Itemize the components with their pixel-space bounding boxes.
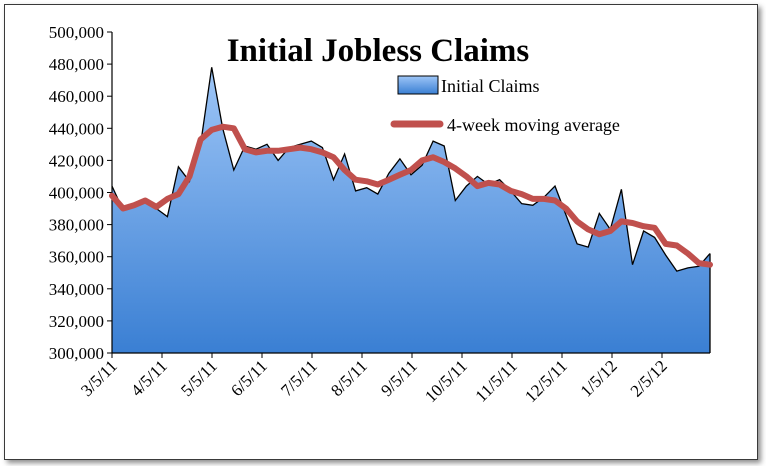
chart-title: Initial Jobless Claims: [227, 33, 530, 69]
x-tick-label: 4/5/11: [127, 356, 171, 400]
y-tick-label: 500,000: [49, 23, 104, 42]
x-tick-label: 1/5/12: [577, 356, 621, 400]
legend-label-initial-claims: Initial Claims: [441, 76, 540, 96]
x-tick-label: 9/5/11: [377, 356, 421, 400]
y-tick-label: 300,000: [49, 344, 104, 363]
y-tick-label: 380,000: [49, 216, 104, 235]
x-tick-label: 12/5/11: [521, 356, 571, 406]
legend-label-moving-average: 4-week moving average: [447, 115, 620, 135]
y-tick-label: 420,000: [49, 151, 104, 170]
y-tick-label: 360,000: [49, 248, 104, 267]
x-tick-label: 7/5/11: [277, 356, 321, 400]
y-tick-label: 400,000: [49, 184, 104, 203]
x-tick-label: 6/5/11: [227, 356, 271, 400]
series-moving-average-line: [109, 123, 713, 268]
x-tick-label: 11/5/11: [472, 356, 521, 405]
y-tick-label: 440,000: [49, 119, 104, 138]
x-tick-label: 10/5/11: [421, 356, 471, 406]
x-tick-label: 2/5/12: [627, 356, 671, 400]
y-tick-label: 340,000: [49, 280, 104, 299]
series-initial-claims-area: [112, 67, 710, 354]
legend: Initial Claims 4-week moving average: [390, 75, 620, 135]
y-tick-label: 480,000: [49, 55, 104, 74]
legend-swatch-initial-claims: [397, 75, 439, 95]
y-tick-label: 320,000: [49, 312, 104, 331]
x-tick-label: 5/5/11: [177, 356, 221, 400]
y-tick-label: 460,000: [49, 87, 104, 106]
x-tick-label: 8/5/11: [327, 356, 371, 400]
